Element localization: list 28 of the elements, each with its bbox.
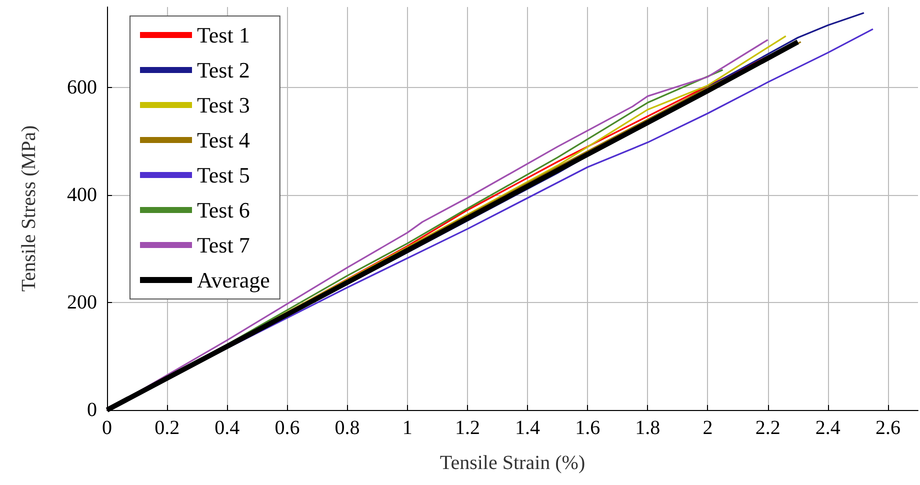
x-tick-label: 1.4 [515,417,540,439]
x-tick-label: 2 [702,417,713,439]
x-axis-title: Tensile Strain (%) [440,452,586,474]
y-tick-label: 0 [87,399,97,421]
x-tick-label: 1.6 [575,417,600,439]
y-tick-label: 600 [67,76,97,99]
legend-label: Test 6 [197,198,250,222]
x-tick-label: 1 [402,417,412,439]
x-tick-label: 0.8 [334,417,360,439]
legend-label: Average [197,268,270,292]
legend-label: Test 5 [197,162,250,188]
x-tick-label: 2.4 [815,417,840,439]
x-tick-label: 1.2 [454,417,480,439]
legend-label: Test 4 [197,128,250,152]
legend-label: Test 1 [197,22,250,48]
y-axis-title: Tensile Stress (MPa) [18,125,40,292]
x-tick-label: 1.8 [635,417,660,439]
legend-label: Test 3 [197,92,250,118]
x-tick-label: 2.6 [875,417,900,439]
y-tick-label: 200 [67,292,97,314]
x-tick-label: 0.2 [154,417,180,439]
x-tick-label: 2.2 [755,417,780,439]
y-tick-label: 400 [67,184,97,206]
x-tick-label: 0.4 [214,417,240,439]
legend-label: Test 2 [197,58,250,82]
x-tick-label: 0.6 [274,417,300,439]
x-tick-label: 0 [102,417,112,439]
legend-label: Test 7 [197,232,250,258]
